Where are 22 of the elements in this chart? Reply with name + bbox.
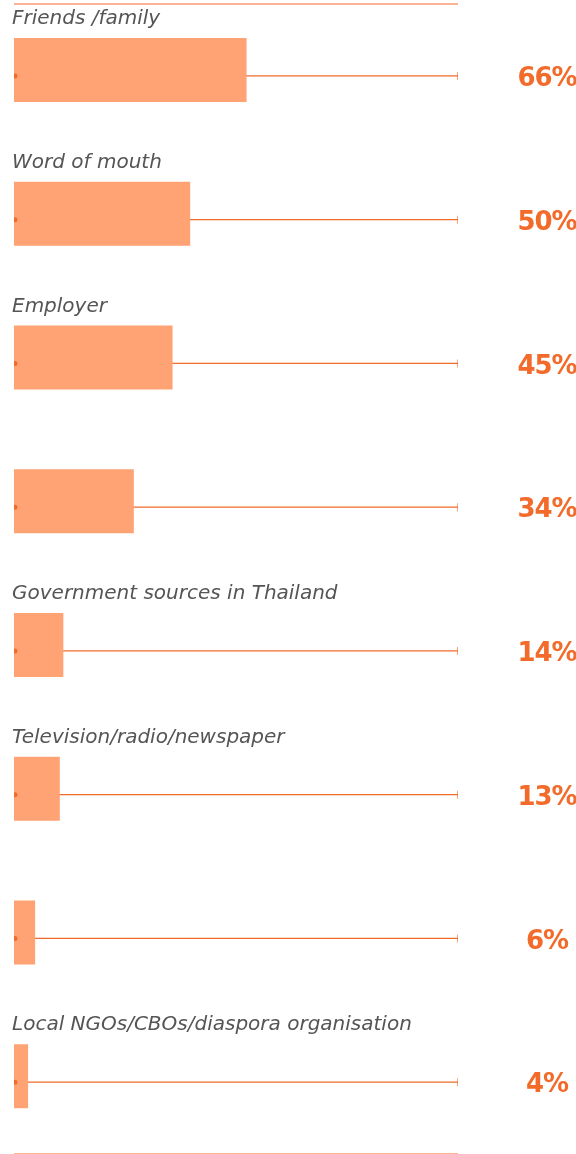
- data-label: 14%: [517, 637, 576, 667]
- data-label: 34%: [517, 493, 576, 524]
- y-tick-label: Word of mouth: [12, 148, 162, 173]
- y-tick-label: Employer: [12, 292, 109, 317]
- y-tick-label: Government sources in Thailand: [12, 580, 338, 604]
- data-label: 66%: [517, 62, 576, 92]
- data-label: 4%: [525, 1068, 570, 1099]
- y-tick-label: Local NGOs/CBOs/diaspora organisation: [12, 1011, 412, 1036]
- data-label: 13%: [517, 780, 576, 811]
- y-tick-label: Television/radio/newspaper: [12, 723, 287, 748]
- bar: [14, 325, 173, 390]
- bar: [14, 1044, 29, 1109]
- bar: [14, 38, 247, 102]
- bar: [14, 613, 64, 677]
- bar: [14, 900, 36, 965]
- data-label: 45%: [517, 349, 576, 380]
- bar: [14, 181, 191, 246]
- bar: [14, 469, 134, 534]
- y-tick-label: Friends /family: [12, 5, 162, 29]
- bar: [14, 756, 60, 821]
- data-label: 50%: [517, 205, 576, 236]
- data-label: 6%: [525, 924, 570, 955]
